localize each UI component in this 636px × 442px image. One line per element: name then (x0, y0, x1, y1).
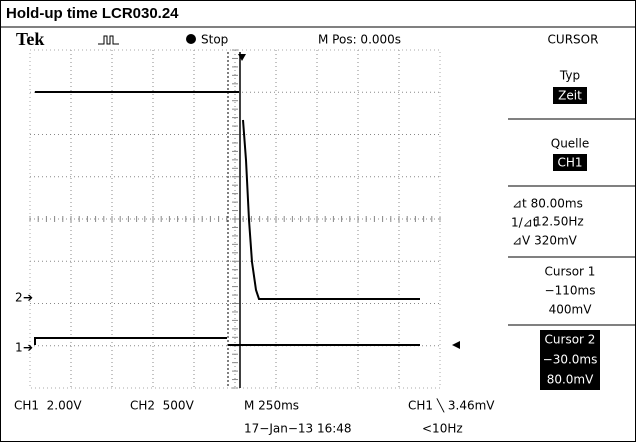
cursor-1-label: Cursor 1 (545, 265, 596, 279)
position: M Pos: 0.000s (318, 33, 401, 47)
date: 17−Jan−13 16:48 (244, 422, 352, 436)
cursor-2-level: 80.0mV (547, 373, 594, 387)
trigger-icon (98, 35, 119, 45)
menu-value-bg (553, 87, 587, 104)
frequency-readout: 12.50Hz (534, 215, 584, 229)
menu-label: Quelle (551, 137, 589, 151)
trigger-readout: CH1 ╲ 3.46mV (408, 398, 495, 413)
menu-value: CH1 (557, 156, 582, 170)
cursor-1-time: −110ms (545, 284, 596, 298)
ch1-marker: 1 (15, 341, 23, 355)
ch1-scale: CH1 2.00V (14, 399, 82, 413)
stop-dot (186, 34, 196, 44)
delta-t: ⊿t 80.00ms (512, 197, 583, 211)
trigger-position-marker (238, 54, 246, 61)
menu-value-bg (553, 154, 587, 171)
menu-value: Zeit (558, 89, 582, 103)
ch1-fall (242, 119, 420, 300)
brand: Tek (16, 29, 44, 49)
delta-v: ⊿V 320mV (512, 234, 578, 248)
cursor-2-bg (540, 330, 600, 390)
menu-label: Typ (559, 69, 580, 83)
menu-title: CURSOR (548, 33, 599, 47)
side-menu: Typ Zeit Quelle CH1 ⊿t 80.00ms 1/⊿t 12.5… (508, 69, 636, 390)
trigger-level-marker (452, 341, 460, 349)
graticule-border (29, 49, 441, 389)
timebase: M 250ms (244, 399, 299, 413)
page-title: Hold-up time LCR030.24 (6, 5, 179, 22)
run-state: Stop (201, 33, 228, 47)
frequency: <10Hz (422, 422, 463, 436)
cursor-1-level: 400mV (549, 303, 593, 317)
ch1-noise (34, 337, 227, 345)
inverse-delta-t-symbol: 1/⊿t (511, 216, 538, 230)
cursor-2-time: −30.0ms (543, 353, 598, 367)
ch2-scale: CH2 500V (130, 399, 195, 413)
ch2-arrow: ➔ (23, 291, 33, 305)
ch1-arrow: ➔ (23, 341, 33, 355)
cursor-2-label: Cursor 2 (545, 333, 596, 347)
ch2-marker: 2 (15, 291, 23, 305)
